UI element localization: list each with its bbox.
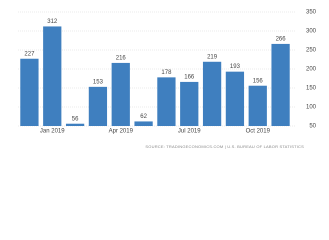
y-tick-label: 300 — [306, 29, 317, 35]
y-tick-label: 250 — [306, 48, 317, 54]
bar — [225, 71, 245, 126]
bar — [271, 43, 290, 126]
y-tick-label: 200 — [306, 67, 317, 73]
value-label: 312 — [47, 19, 58, 25]
value-label: 166 — [184, 74, 195, 80]
y-tick-label: 350 — [306, 10, 317, 16]
bar — [202, 61, 222, 126]
x-tick-label: Jan 2019 — [40, 129, 65, 135]
value-label: 156 — [253, 78, 264, 84]
value-label: 153 — [93, 79, 104, 85]
y-tick-label: 150 — [306, 86, 317, 92]
value-label: 227 — [24, 51, 35, 57]
value-label: 219 — [207, 54, 218, 60]
x-tick-label: Jul 2019 — [178, 129, 201, 135]
y-tick-label: 50 — [309, 124, 316, 130]
bar — [20, 58, 39, 126]
chart: SOURCE: TRADINGECONOMICS.COM | U.S. BURE… — [18, 10, 317, 149]
value-label: 216 — [116, 55, 127, 61]
x-tick-label: Oct 2019 — [246, 129, 271, 135]
bar — [180, 81, 199, 126]
bar — [88, 86, 108, 126]
bar — [134, 121, 153, 126]
source-note: SOURCE: TRADINGECONOMICS.COM | U.S. BURE… — [145, 144, 304, 149]
bar — [248, 85, 267, 126]
x-tick-label: Apr 2019 — [109, 129, 134, 135]
value-label: 266 — [276, 36, 287, 42]
value-label: 193 — [230, 64, 241, 70]
bar — [157, 77, 176, 126]
y-tick-label: 100 — [306, 105, 317, 111]
value-label: 56 — [72, 116, 79, 122]
bar — [65, 123, 85, 126]
value-label: 62 — [140, 114, 147, 120]
bar — [43, 26, 62, 126]
value-label: 178 — [161, 70, 172, 76]
bar — [111, 62, 130, 126]
